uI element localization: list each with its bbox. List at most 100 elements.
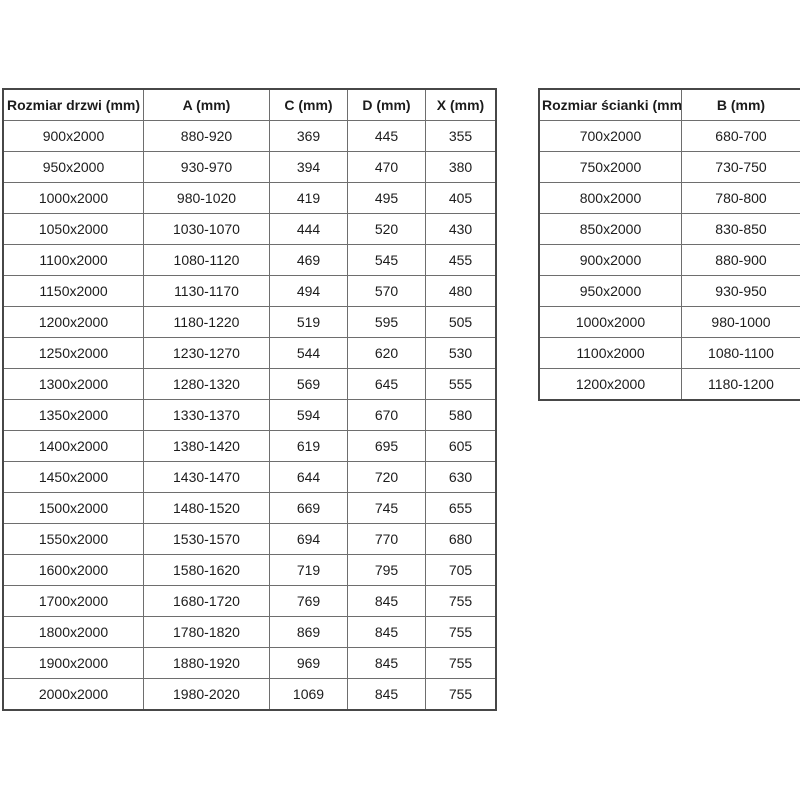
table-cell: 380 (425, 151, 497, 183)
table-cell: 1080-1100 (681, 337, 800, 369)
table-cell: 845 (347, 585, 426, 617)
column-header: D (mm) (347, 88, 426, 121)
table-cell: 880-920 (143, 120, 270, 152)
table-cell: 630 (425, 461, 497, 493)
table-cell: 930-970 (143, 151, 270, 183)
table-row: 1700x2000 1680-1720 769 845 755 (2, 585, 497, 617)
table-cell: 495 (347, 182, 426, 214)
table-cell: 719 (269, 554, 348, 586)
table-cell: 1030-1070 (143, 213, 270, 245)
table-row: 1800x2000 1780-1820 869 845 755 (2, 616, 497, 648)
table-cell: 1250x2000 (2, 337, 144, 369)
table-cell: 755 (425, 678, 497, 711)
table-row: 1050x2000 1030-1070 444 520 430 (2, 213, 497, 245)
table-cell: 545 (347, 244, 426, 276)
table-cell: 1350x2000 (2, 399, 144, 431)
table-cell: 1530-1570 (143, 523, 270, 555)
table-cell: 695 (347, 430, 426, 462)
column-header: Rozmiar drzwi (mm) (2, 88, 144, 121)
table-cell: 1980-2020 (143, 678, 270, 711)
table-cell: 900x2000 (538, 244, 682, 276)
table-cell: 780-800 (681, 182, 800, 214)
table-cell: 750x2000 (538, 151, 682, 183)
table-cell: 569 (269, 368, 348, 400)
table-cell: 444 (269, 213, 348, 245)
table-cell: 530 (425, 337, 497, 369)
table-cell: 1800x2000 (2, 616, 144, 648)
table-cell: 1900x2000 (2, 647, 144, 679)
table-cell: 845 (347, 647, 426, 679)
table-cell: 570 (347, 275, 426, 307)
table-cell: 1550x2000 (2, 523, 144, 555)
table-row: 850x2000 830-850 (538, 213, 800, 245)
table-cell: 1780-1820 (143, 616, 270, 648)
table-cell: 1000x2000 (538, 306, 682, 338)
table-cell: 544 (269, 337, 348, 369)
table-cell: 1180-1200 (681, 368, 800, 401)
table-row: 1200x2000 1180-1220 519 595 505 (2, 306, 497, 338)
table-cell: 969 (269, 647, 348, 679)
table-cell: 669 (269, 492, 348, 524)
table-row: 1900x2000 1880-1920 969 845 755 (2, 647, 497, 679)
table-cell: 770 (347, 523, 426, 555)
table-cell: 555 (425, 368, 497, 400)
table-row: 1550x2000 1530-1570 694 770 680 (2, 523, 497, 555)
table-cell: 580 (425, 399, 497, 431)
table-cell: 369 (269, 120, 348, 152)
table-cell: 705 (425, 554, 497, 586)
table-cell: 2000x2000 (2, 678, 144, 711)
table-row: 900x2000 880-920 369 445 355 (2, 120, 497, 152)
table-cell: 470 (347, 151, 426, 183)
table-cell: 845 (347, 616, 426, 648)
table-cell: 1880-1920 (143, 647, 270, 679)
table-cell: 394 (269, 151, 348, 183)
column-header: C (mm) (269, 88, 348, 121)
table-cell: 1480-1520 (143, 492, 270, 524)
column-header: A (mm) (143, 88, 270, 121)
table-cell: 869 (269, 616, 348, 648)
table-cell: 1600x2000 (2, 554, 144, 586)
table-cell: 900x2000 (2, 120, 144, 152)
table-row: 1100x2000 1080-1120 469 545 455 (2, 244, 497, 276)
table-cell: 1130-1170 (143, 275, 270, 307)
table-cell: 755 (425, 647, 497, 679)
table-cell: 880-900 (681, 244, 800, 276)
table-cell: 1200x2000 (2, 306, 144, 338)
table-row: 950x2000 930-950 (538, 275, 800, 307)
table-cell: 480 (425, 275, 497, 307)
table-cell: 519 (269, 306, 348, 338)
table-cell: 1200x2000 (538, 368, 682, 401)
table-cell: 520 (347, 213, 426, 245)
table-cell: 445 (347, 120, 426, 152)
table-cell: 694 (269, 523, 348, 555)
table-cell: 1300x2000 (2, 368, 144, 400)
table-cell: 1050x2000 (2, 213, 144, 245)
table-cell: 620 (347, 337, 426, 369)
table-cell: 795 (347, 554, 426, 586)
table-row: 1400x2000 1380-1420 619 695 605 (2, 430, 497, 462)
table-cell: 355 (425, 120, 497, 152)
table-row: 1100x2000 1080-1100 (538, 337, 800, 369)
table-row: 1350x2000 1330-1370 594 670 580 (2, 399, 497, 431)
table-cell: 850x2000 (538, 213, 682, 245)
table-cell: 655 (425, 492, 497, 524)
table-cell: 419 (269, 182, 348, 214)
header-row: Rozmiar ścianki (mm) B (mm) (538, 88, 800, 121)
table-cell: 619 (269, 430, 348, 462)
table-cell: 670 (347, 399, 426, 431)
table-row: 700x2000 680-700 (538, 120, 800, 152)
table-cell: 1430-1470 (143, 461, 270, 493)
table-cell: 1280-1320 (143, 368, 270, 400)
table-cell: 594 (269, 399, 348, 431)
table-row: 1600x2000 1580-1620 719 795 705 (2, 554, 497, 586)
table-cell: 1450x2000 (2, 461, 144, 493)
table-cell: 950x2000 (538, 275, 682, 307)
table-cell: 720 (347, 461, 426, 493)
table-row: 1250x2000 1230-1270 544 620 530 (2, 337, 497, 369)
table-cell: 1150x2000 (2, 275, 144, 307)
wall-panel-size-table: Rozmiar ścianki (mm) B (mm) 700x2000 680-70… (538, 88, 800, 401)
table-cell: 595 (347, 306, 426, 338)
table-row: 1200x2000 1180-1200 (538, 368, 800, 401)
table-cell: 455 (425, 244, 497, 276)
